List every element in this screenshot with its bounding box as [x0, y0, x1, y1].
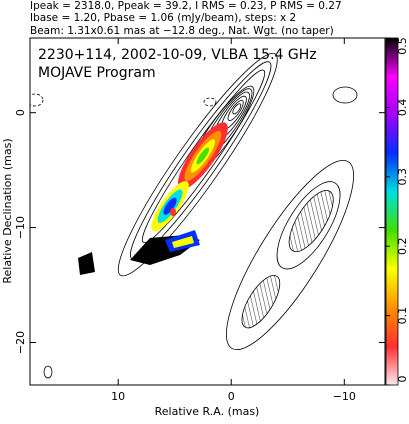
x-axis-label: Relative R.A. (mas): [155, 405, 260, 418]
y-tick-label: −20: [14, 331, 27, 354]
x-tick-label: 10: [111, 390, 125, 403]
y-tick-label: −10: [14, 216, 27, 239]
colorbar-tick-label: 0.5: [396, 37, 409, 55]
x-tick-label: −10: [333, 390, 356, 403]
header-line: Ipeak = 2318.0, Ppeak = 39.2, I RMS = 0.…: [30, 0, 342, 12]
colorbar-tick-label: 0.1: [396, 307, 409, 325]
header-line: Ibase = 1.20, Pbase = 1.06 (mJy/beam), s…: [30, 12, 296, 24]
x-tick-label: 0: [228, 390, 235, 403]
colorbar: [385, 37, 399, 386]
map-subtitle: MOJAVE Program: [38, 65, 156, 81]
colorbar-tick-label: 0.2: [396, 237, 409, 255]
colorbar-tick-label: 0.3: [396, 168, 409, 186]
map-title: 2230+114, 2002-10-09, VLBA 15.4 GHz: [38, 47, 317, 63]
map: [30, 52, 358, 379]
header-line: Beam: 1.31x0.61 mas at −12.8 deg., Nat. …: [30, 25, 334, 37]
y-axis-label: Relative Declination (mas): [1, 138, 14, 283]
colorbar-tick-label: 0.4: [396, 99, 409, 117]
plot-frame: [29, 37, 386, 386]
colorbar-tick-label: 0: [396, 376, 409, 383]
y-tick-label: 0: [14, 109, 27, 116]
